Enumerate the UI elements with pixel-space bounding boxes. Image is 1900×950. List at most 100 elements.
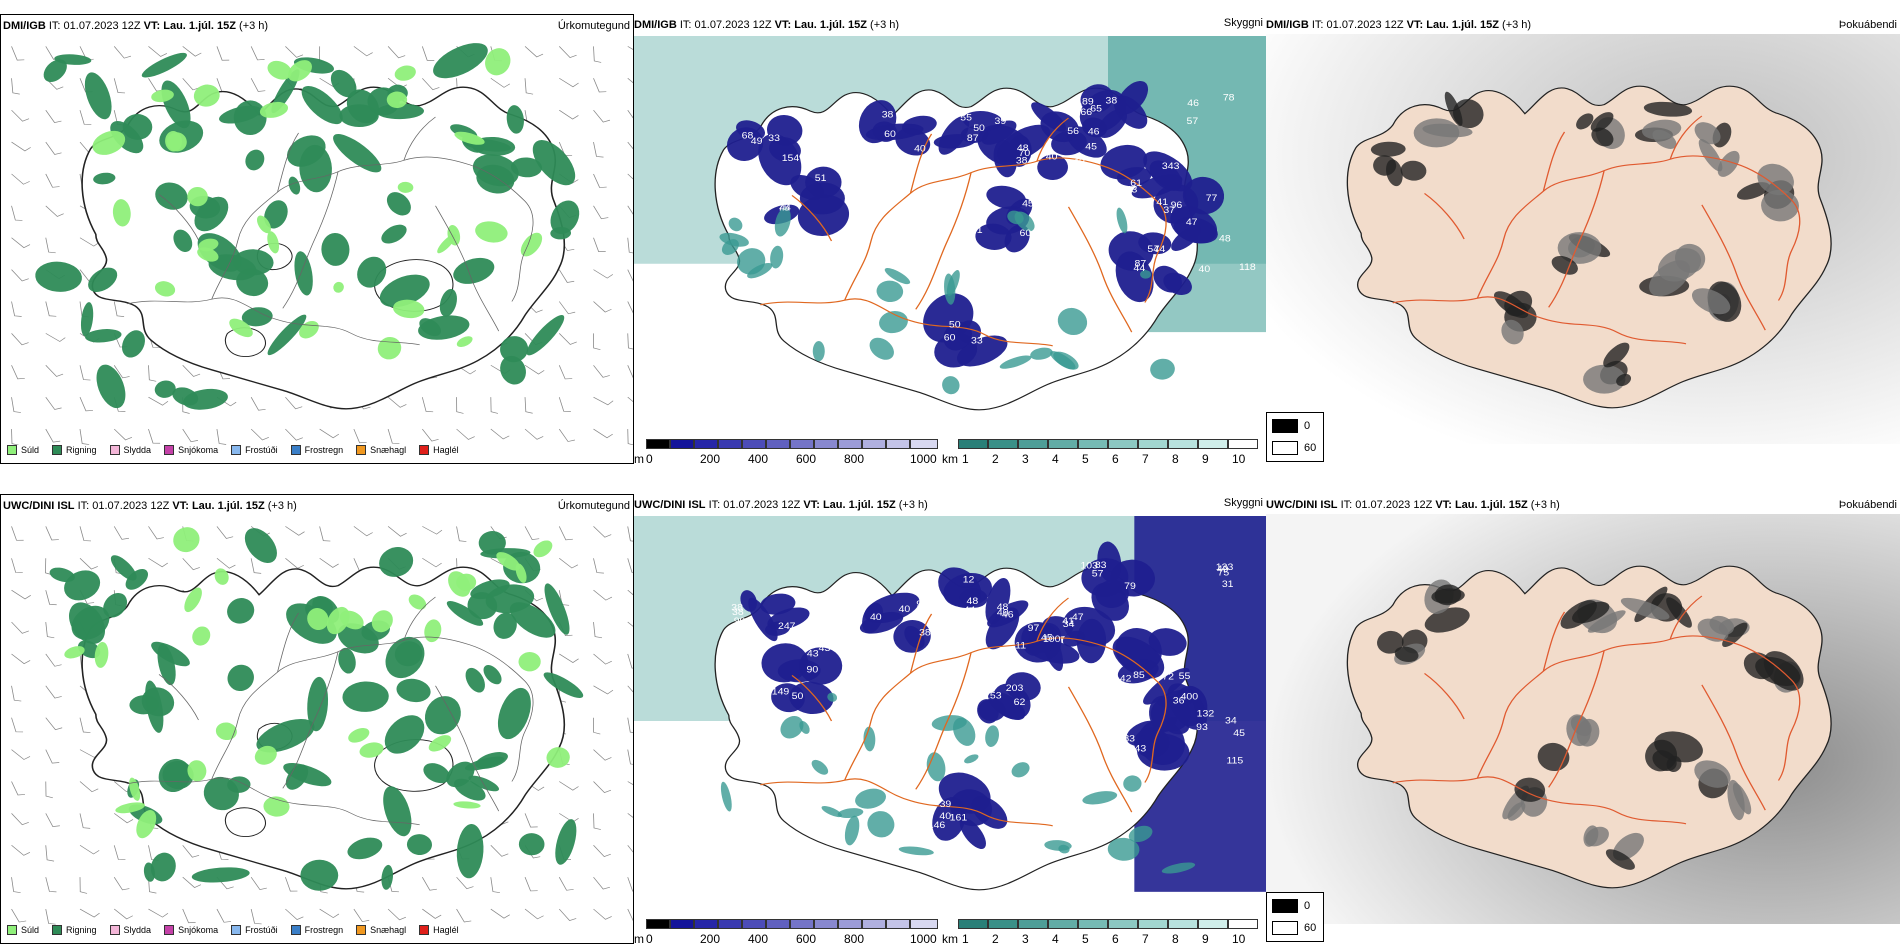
- cloud-base-value: 72: [1162, 672, 1174, 682]
- cloud-base-value: 40: [939, 811, 951, 821]
- cloud-base-value: 38: [732, 608, 744, 618]
- cloud-base-value: 78: [1223, 93, 1235, 103]
- cloud-base-value: 50: [949, 320, 961, 330]
- cloud-base-value: 38: [882, 110, 894, 120]
- cloud-base-value: 33: [971, 336, 983, 346]
- cloud-base-value: 62: [1014, 698, 1026, 708]
- fog-indicator-panel-1: DMI/IGB IT: 01.07.2023 12Z VT: Lau. 1.jú…: [1266, 14, 1900, 464]
- cloud-base-value: 38: [919, 628, 931, 638]
- cloud-base-value: 135: [1118, 756, 1136, 766]
- cloud-base-value: 87: [967, 134, 979, 144]
- cloud-base-value: 12: [963, 575, 975, 585]
- rain-areas: [35, 43, 580, 410]
- cloud-base-value: 45: [1085, 142, 1097, 152]
- fog-indicator-panel-2: UWC/DINI ISL IT: 01.07.2023 12Z VT: Lau.…: [1266, 494, 1900, 944]
- cloud-base-value: 42: [1120, 674, 1132, 684]
- legend-snow-grains: Snæhagl: [356, 445, 406, 455]
- cloud-base-value: 39: [994, 117, 1006, 127]
- cloud-base-value: 99: [734, 617, 746, 627]
- cloud-base-value: 87: [1134, 259, 1146, 269]
- cloud-base-value: 44: [779, 203, 791, 213]
- legend-drizzle: Súld: [7, 445, 39, 455]
- cloud-base-value: 55: [1179, 672, 1191, 682]
- cloud-base-value: 153: [984, 691, 1002, 701]
- cloud-base-value: 70: [1018, 148, 1030, 158]
- cloud-base-value: 83: [1095, 560, 1107, 570]
- precip-legend: Súld Rigning Slydda Snjókoma Frostúði Fr…: [7, 925, 472, 935]
- cloud-base-value: 103: [1080, 561, 1098, 571]
- cloud-base-value: 46: [1088, 127, 1100, 137]
- visibility-colorbar: km 1 2 3 4 5 6 7 8 9 10: [942, 916, 1258, 944]
- cloud-base-value: 343: [1162, 161, 1180, 171]
- panel-header: UWC/DINI ISL IT: 01.07.2023 12Z VT: Lau.…: [634, 499, 928, 511]
- cloud-base-value: 57: [1092, 569, 1104, 579]
- cloud-base-value: 40: [870, 613, 882, 623]
- cloud-base-value: 43: [819, 644, 831, 654]
- cloud-base-value: 189: [1076, 97, 1094, 107]
- it-value: 01.07.2023 12Z: [63, 20, 141, 32]
- cloud-base-value: 41: [1156, 198, 1168, 208]
- cloud-base-value: 132: [1197, 709, 1215, 719]
- cloud-base-value: 53: [1169, 661, 1181, 671]
- cloud-visibility-panel-2: UWC/DINI ISL IT: 01.07.2023 12Z VT: Lau.…: [634, 494, 1266, 944]
- cloud-base-value: 31: [1222, 579, 1234, 589]
- cloud-base-value: 161: [950, 813, 968, 823]
- panel-title: Úrkomutegund: [557, 20, 630, 32]
- cloud-base-value: 44: [1127, 753, 1139, 763]
- it-label: IT:: [48, 20, 61, 32]
- cloud-base-value: 154: [782, 153, 800, 163]
- cloud-base-value: 43: [807, 649, 819, 659]
- cloud-base-value: 60: [1020, 229, 1032, 239]
- panel-header: DMI/IGB IT: 01.07.2023 12Z VT: Lau. 1.jú…: [3, 19, 268, 33]
- lead-time: (+3 h): [239, 20, 269, 32]
- cloud-base-value: 44: [964, 606, 976, 616]
- cloud-base-value: 34: [1063, 620, 1075, 630]
- precip-map: [11, 526, 633, 925]
- model-name: UWC/DINI ISL: [3, 500, 75, 512]
- cloud-base-value: 46: [1187, 99, 1199, 109]
- panel-header: DMI/IGB IT: 01.07.2023 12Z VT: Lau. 1.jú…: [634, 19, 900, 31]
- vt-label: VT:: [143, 20, 161, 32]
- cloud-base-value: 75: [778, 203, 790, 213]
- cloud-base-value: 57: [1187, 116, 1199, 126]
- cloud-base-value: 66: [1080, 108, 1092, 118]
- cloud-base-value: 38: [1073, 155, 1085, 165]
- cloud-height-colorbar: m 0 200 400 600 800 1000: [634, 436, 944, 464]
- cloud-base-value: 34: [1225, 716, 1237, 726]
- cloud-base-value: 95: [965, 621, 977, 631]
- vt-value: Lau. 1.júl. 15Z: [163, 20, 236, 32]
- cloud-base-value: 43: [1135, 744, 1147, 754]
- cloud-base-value: 48: [967, 596, 979, 606]
- cloud-base-value: 51: [971, 226, 983, 236]
- cloud-base-value: 50: [973, 124, 985, 134]
- panel-title: Úrkomutegund: [557, 500, 630, 512]
- model-name: DMI/IGB: [634, 19, 677, 31]
- cloud-base-value: 43: [1126, 185, 1138, 195]
- legend-freezing-drizzle: Frostúði: [231, 445, 278, 455]
- panel-title: Skyggni: [1223, 17, 1263, 29]
- cloud-base-value: 149: [772, 687, 790, 697]
- precip-type-panel-2: UWC/DINI ISL IT: 01.07.2023 12Z VT: Lau.…: [0, 494, 634, 944]
- cloud-base-value: 45: [1022, 199, 1034, 209]
- cloud-base-value: 56: [1067, 126, 1079, 136]
- legend-freezing-rain: Frostregn: [290, 445, 343, 455]
- fog-legend: 0 60: [1266, 412, 1324, 462]
- low-cloud-areas: [720, 541, 1208, 874]
- cloud-base-value: 38: [1106, 96, 1118, 106]
- cloud-base-value: 146: [928, 820, 946, 830]
- cloud-base-value: 40: [1046, 152, 1058, 162]
- fog-legend: 0 60: [1266, 892, 1324, 942]
- model-name: DMI/IGB: [3, 20, 46, 32]
- cloud-base-value: 40: [899, 605, 911, 615]
- cloud-base-value: 31: [919, 600, 931, 610]
- cloud-base-value: 50: [792, 691, 804, 701]
- visibility-colorbar: km 1 2 3 4 5 6 7 8 9 10: [942, 436, 1258, 464]
- panel-title: Skyggni: [1223, 497, 1263, 509]
- cloud-visibility-panel-1: DMI/IGB IT: 01.07.2023 12Z VT: Lau. 1.jú…: [634, 14, 1266, 464]
- cloud-base-value: 55: [960, 113, 972, 123]
- cloud-base-value: 400: [1181, 692, 1199, 702]
- cloud-base-value: 49: [1217, 565, 1229, 575]
- cloud-base-value: 96: [1171, 201, 1183, 211]
